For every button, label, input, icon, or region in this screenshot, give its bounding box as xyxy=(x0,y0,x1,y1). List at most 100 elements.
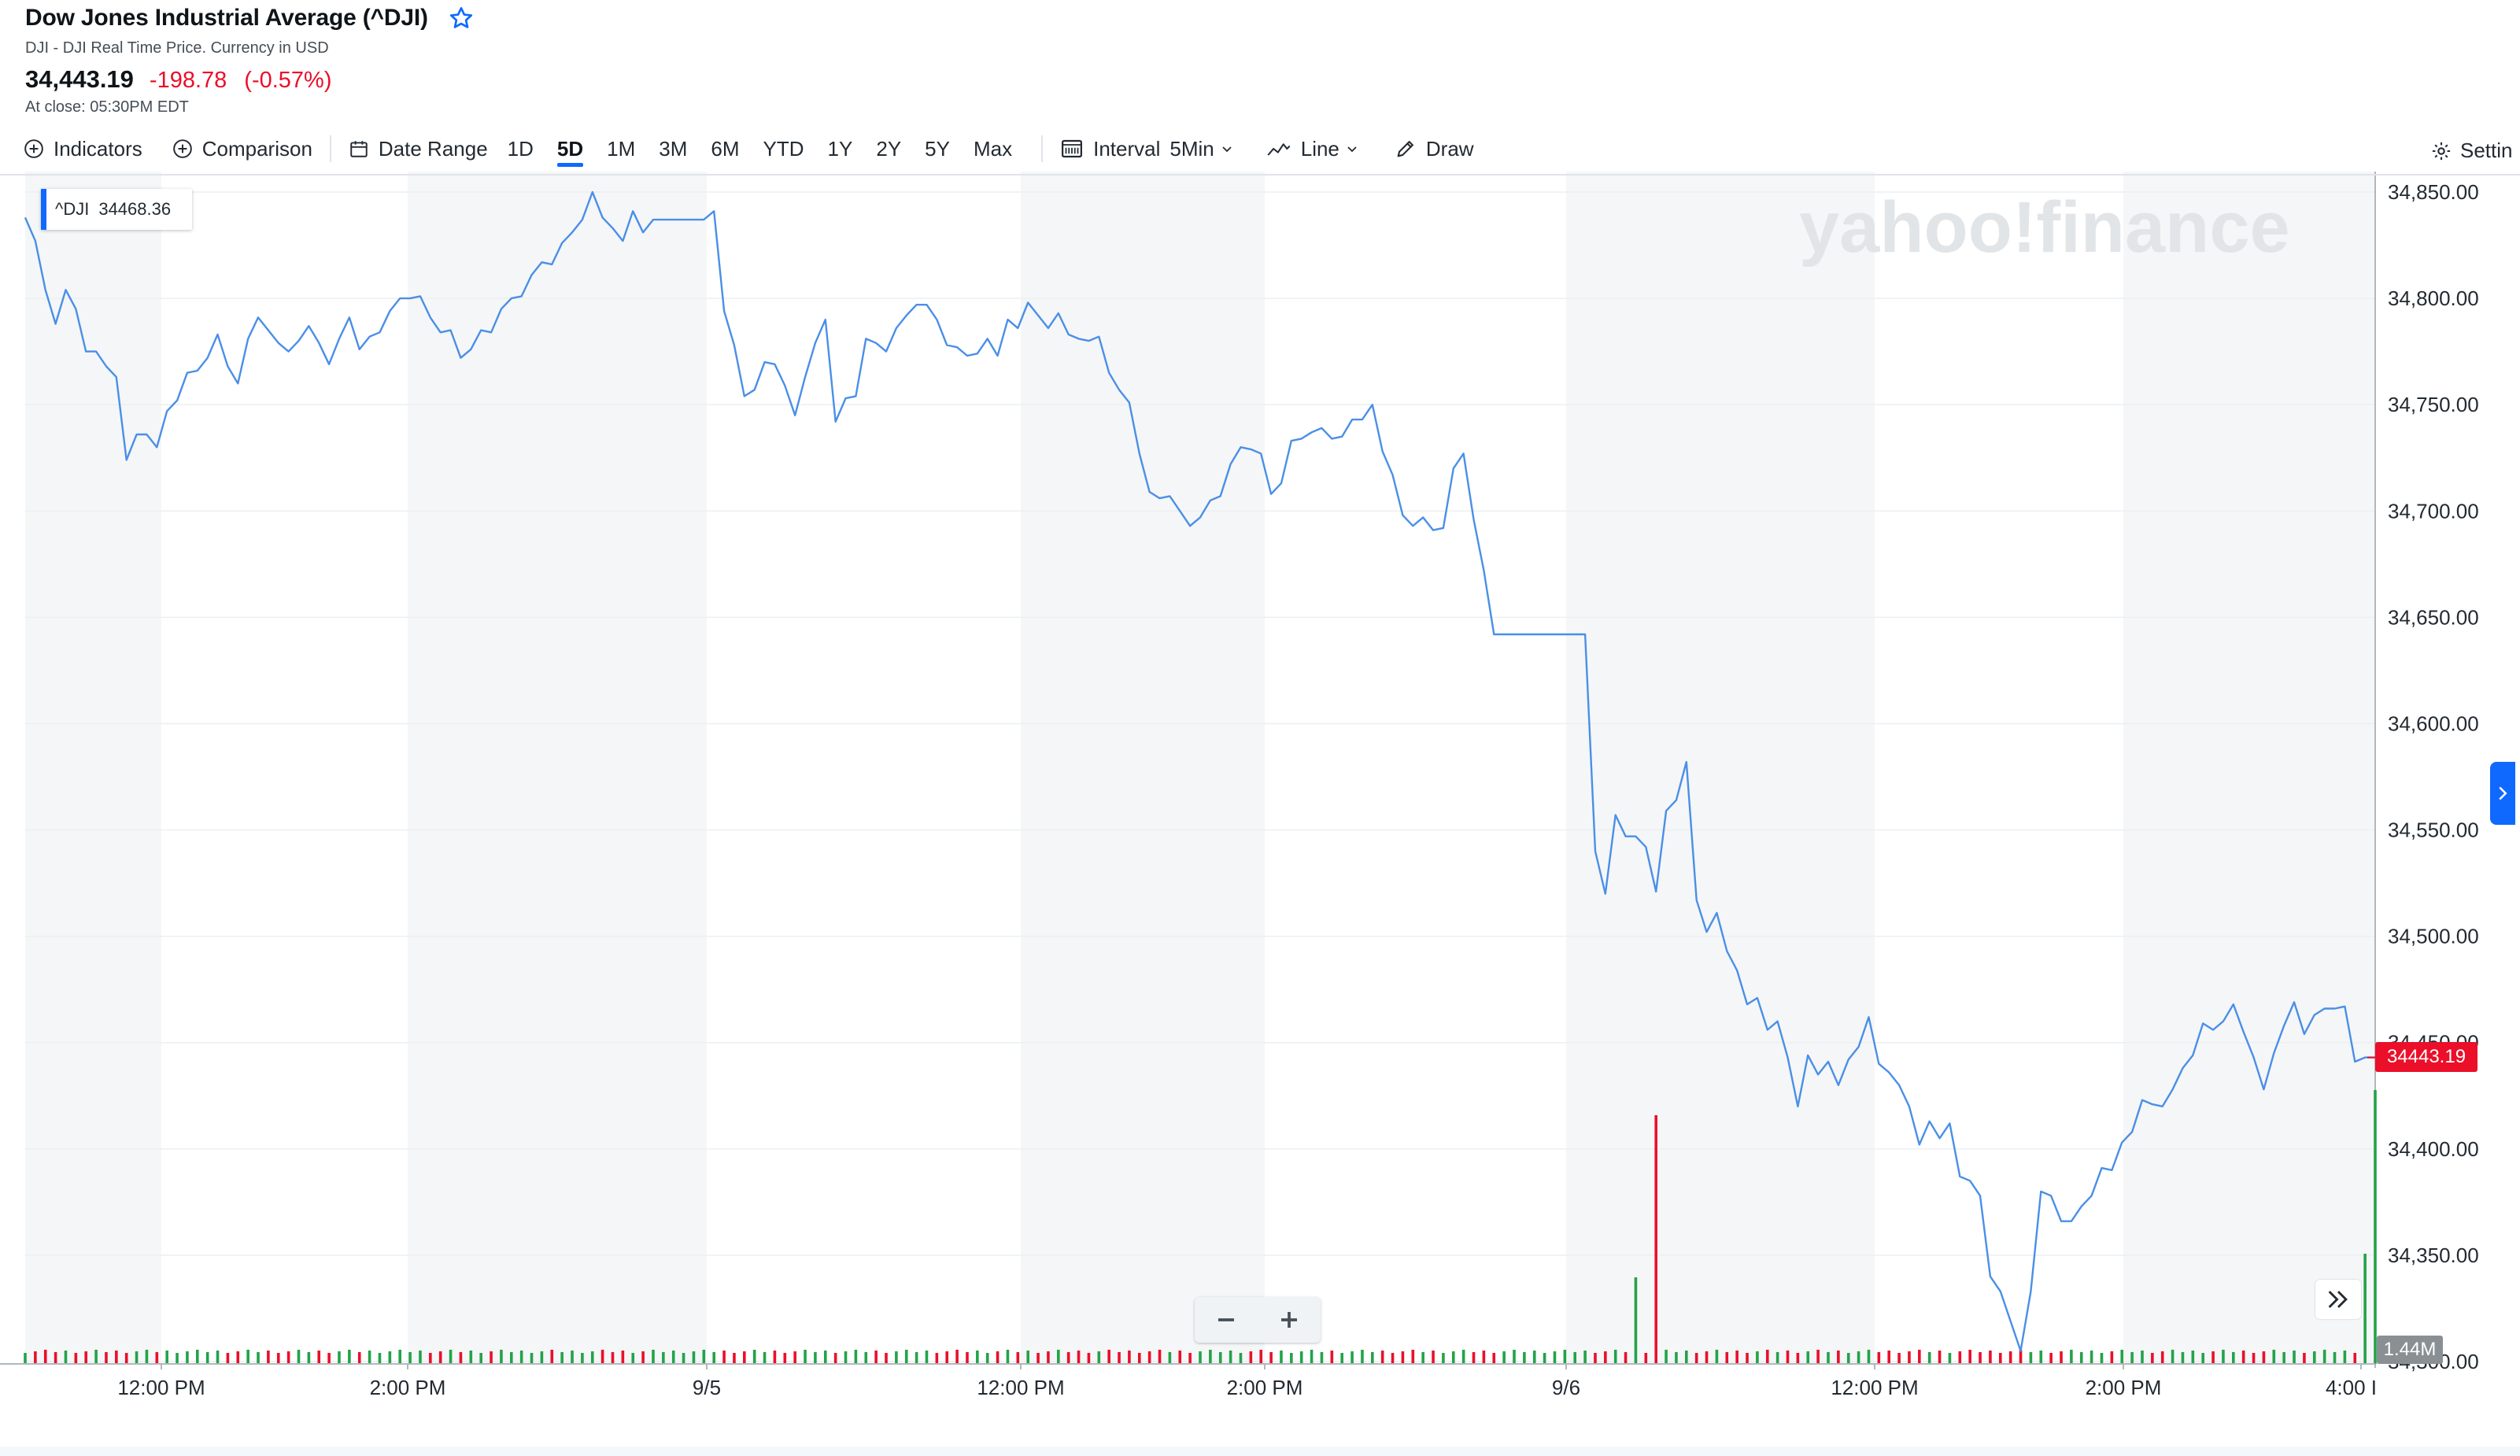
quote-header: Dow Jones Industrial Average (^DJI) DJI … xyxy=(25,5,474,116)
line-chart-icon xyxy=(1267,143,1291,156)
volume-bar xyxy=(286,1351,290,1364)
y-tick-label: 34,850.00 xyxy=(2388,180,2479,204)
volume-bar xyxy=(1837,1351,1840,1364)
y-tick-label: 34,500.00 xyxy=(2388,925,2479,948)
volume-bar xyxy=(2262,1351,2266,1364)
volume-bar xyxy=(2343,1351,2347,1364)
range-3m[interactable]: 3M xyxy=(659,136,688,161)
volume-bar xyxy=(1532,1351,1536,1364)
date-range-button[interactable]: Date Range xyxy=(349,131,488,167)
range-6m[interactable]: 6M xyxy=(711,136,740,161)
volume-bar xyxy=(621,1351,625,1364)
volume-bar xyxy=(1968,1350,1971,1364)
volume-bar xyxy=(2303,1353,2306,1364)
scroll-to-latest-button[interactable] xyxy=(2315,1280,2361,1319)
volume-bar xyxy=(2151,1353,2154,1364)
star-icon[interactable] xyxy=(449,6,474,31)
x-tick-label: 12:00 PM xyxy=(977,1376,1064,1399)
range-1m[interactable]: 1M xyxy=(607,136,636,161)
volume-bar xyxy=(611,1352,615,1364)
range-1y[interactable]: 1Y xyxy=(827,136,853,161)
zoom-in-button[interactable] xyxy=(1266,1300,1313,1340)
volume-bar xyxy=(348,1350,351,1364)
chevron-down-icon xyxy=(1222,146,1232,153)
volume-bar xyxy=(1665,1350,1668,1364)
range-max[interactable]: Max xyxy=(973,136,1013,161)
volume-bar xyxy=(2171,1350,2175,1364)
volume-bar xyxy=(1158,1350,1162,1364)
range-2y[interactable]: 2Y xyxy=(876,136,902,161)
volume-bar xyxy=(2181,1352,2185,1364)
volume-bar xyxy=(1178,1351,1182,1364)
last-price-tag: 34443.19 xyxy=(2375,1042,2478,1072)
range-5y[interactable]: 5Y xyxy=(925,136,950,161)
volume-bar xyxy=(1310,1350,1314,1364)
volume-bar xyxy=(469,1351,473,1364)
range-1d[interactable]: 1D xyxy=(507,136,534,161)
volume-bar xyxy=(1958,1351,1962,1364)
volume-bar xyxy=(1827,1352,1830,1364)
volume-bar xyxy=(1421,1352,1424,1364)
volume-bar xyxy=(317,1351,321,1364)
volume-bar xyxy=(1380,1351,1384,1364)
volume-bar xyxy=(34,1351,37,1364)
volume-bar xyxy=(844,1351,848,1364)
series-legend[interactable]: ^DJI 34468.36 xyxy=(41,189,192,230)
draw-button[interactable]: Draw xyxy=(1395,131,1474,167)
legend-symbol: ^DJI xyxy=(55,199,90,219)
volume-bar xyxy=(743,1351,746,1364)
volume-bar xyxy=(196,1350,199,1364)
y-tick-label: 34,700.00 xyxy=(2388,499,2479,523)
volume-bar xyxy=(804,1350,807,1364)
plus-circle-icon xyxy=(24,139,43,158)
volume-bar xyxy=(722,1351,726,1364)
y-tick-label: 34,800.00 xyxy=(2388,286,2479,310)
volume-bar xyxy=(1746,1353,1749,1364)
volume-bar xyxy=(1320,1352,1324,1364)
volume-bar xyxy=(1118,1352,1121,1364)
volume-bar xyxy=(2241,1351,2245,1364)
volume-bar xyxy=(2363,1254,2367,1364)
chart-type-dropdown[interactable]: Line xyxy=(1266,131,1368,167)
zoom-controls xyxy=(1195,1297,1321,1343)
settings-button[interactable]: Settin xyxy=(2430,139,2513,163)
volume-bar xyxy=(1816,1350,1820,1364)
volume-bar xyxy=(1786,1351,1790,1364)
range-ytd[interactable]: YTD xyxy=(763,136,804,161)
volume-bar xyxy=(1199,1351,1202,1364)
volume-bar xyxy=(1908,1351,1911,1364)
volume-bar xyxy=(1259,1350,1263,1364)
side-panel-toggle[interactable] xyxy=(2490,762,2515,825)
range-5d[interactable]: 5D xyxy=(545,131,595,167)
y-tick-label: 34,550.00 xyxy=(2388,819,2479,842)
chevron-right-icon xyxy=(2499,786,2507,800)
volume-bar xyxy=(1340,1353,1343,1364)
chart-type-label: Line xyxy=(1300,136,1339,161)
volume-bar xyxy=(996,1351,1000,1364)
volume-bar xyxy=(763,1352,767,1364)
volume-bar xyxy=(2070,1350,2073,1364)
volume-bar xyxy=(2222,1350,2225,1364)
volume-bar xyxy=(652,1350,655,1364)
volume-bar xyxy=(165,1351,168,1364)
volume-bar xyxy=(1563,1350,1567,1364)
indicators-label: Indicators xyxy=(54,136,142,161)
comparison-button[interactable]: Comparison xyxy=(172,131,312,167)
volume-bar xyxy=(1351,1351,1354,1364)
volume-bar xyxy=(904,1350,908,1364)
zoom-out-button[interactable] xyxy=(1203,1300,1250,1340)
indicators-button[interactable]: Indicators xyxy=(24,131,142,167)
yahoo-finance-watermark: yahoo!finance xyxy=(1799,187,2290,268)
page-title: Dow Jones Industrial Average (^DJI) xyxy=(25,5,428,31)
volume-bar xyxy=(1705,1351,1709,1364)
volume-bar xyxy=(176,1353,179,1364)
volume-bar xyxy=(976,1351,979,1364)
plus-icon xyxy=(1281,1312,1297,1328)
interval-dropdown[interactable]: Interval 5Min xyxy=(1060,131,1243,167)
interval-label: Interval xyxy=(1093,136,1161,161)
volume-bar xyxy=(571,1351,574,1364)
volume-bar xyxy=(1299,1351,1303,1364)
volume-bar xyxy=(823,1351,827,1364)
